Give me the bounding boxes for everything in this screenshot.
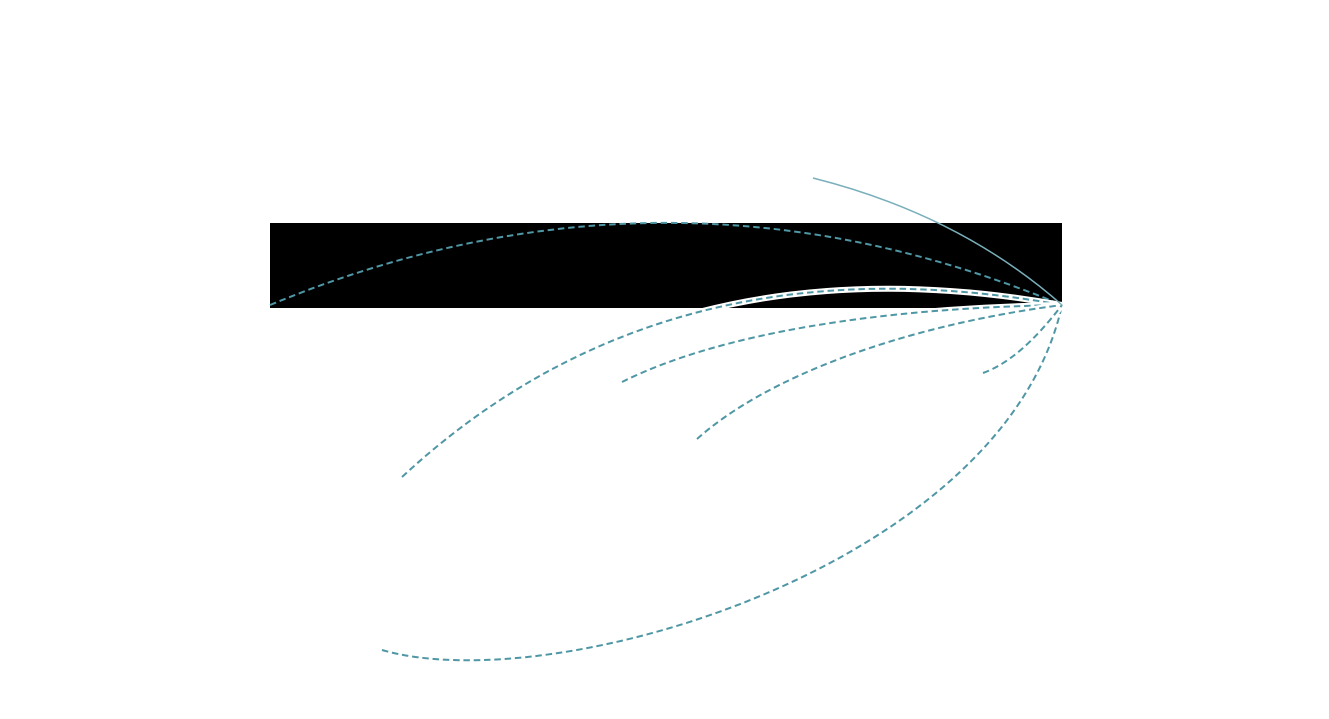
- arc-short-right: [982, 304, 1063, 374]
- arc-center-upper: [621, 304, 1063, 383]
- black-band: [270, 223, 1062, 308]
- band-layer: [270, 223, 1062, 308]
- arc-mid-left-casing: [399, 285, 1063, 480]
- arc-top-long: [269, 221, 1063, 306]
- arc-solid-top: [812, 177, 1063, 306]
- arc-center-lower: [696, 304, 1063, 440]
- curves-layer: [269, 177, 1065, 662]
- arc-bottom-large: [381, 304, 1063, 662]
- arc-mid-left: [401, 287, 1063, 478]
